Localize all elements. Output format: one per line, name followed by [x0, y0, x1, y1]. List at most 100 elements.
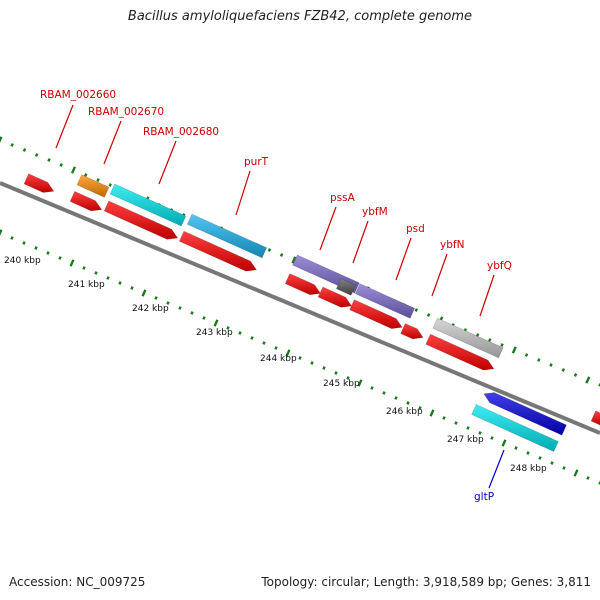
leader-line — [319, 206, 337, 251]
inner-tick-track — [0, 229, 600, 485]
tick-mark — [442, 416, 446, 420]
tick-mark — [154, 296, 158, 300]
tick-mark — [202, 316, 206, 320]
tick-mark — [34, 153, 39, 157]
tick-mark — [500, 343, 504, 347]
tick-mark — [10, 236, 14, 240]
leader-line — [352, 220, 369, 264]
gene-label-ybfM: ybfM — [362, 206, 388, 218]
tick-mark — [382, 391, 386, 395]
tick-mark — [190, 311, 194, 315]
tick-mark — [562, 466, 566, 470]
tick-label: 244 kbp — [260, 354, 297, 364]
tick-mark — [488, 338, 492, 342]
tick-mark — [58, 256, 62, 260]
gene-feature — [103, 200, 179, 240]
tick-mark — [22, 148, 27, 152]
tick-mark — [573, 469, 579, 477]
leader-line — [479, 274, 495, 317]
tick-mark — [118, 281, 122, 285]
tick-mark — [46, 251, 50, 255]
tick-mark — [178, 306, 182, 310]
tick-mark — [238, 331, 242, 335]
tick-mark — [426, 313, 431, 317]
tick-label: 241 kbp — [68, 280, 105, 290]
gene-feature — [590, 410, 600, 426]
leader-line — [395, 237, 412, 281]
tick-mark — [94, 271, 98, 275]
gene-label-pssA: pssA — [330, 192, 356, 204]
gene-feature — [76, 174, 110, 198]
tick-mark — [524, 353, 529, 357]
tick-mark — [250, 336, 254, 340]
gene-label-ybfQ: ybfQ — [487, 260, 512, 272]
map-title: Bacillus amyloliquefaciens FZB42, comple… — [127, 9, 473, 24]
gene-feature — [355, 283, 415, 319]
tick-mark — [511, 346, 517, 354]
gene-feature — [317, 286, 353, 308]
leader-line — [488, 449, 505, 489]
tick-mark — [166, 301, 170, 305]
tick-mark — [573, 373, 578, 377]
tick-label: 248 kbp — [510, 464, 547, 474]
tick-label: 247 kbp — [447, 435, 484, 445]
gene-feature — [425, 333, 495, 371]
tick-mark — [429, 409, 435, 417]
tick-mark — [418, 406, 422, 410]
leader-line — [235, 170, 251, 216]
tick-mark — [0, 229, 3, 237]
gene-feature — [432, 317, 504, 359]
backbone-line — [0, 181, 600, 435]
tick-mark — [598, 481, 600, 485]
tick-mark — [34, 246, 38, 250]
gene-feature — [483, 392, 567, 436]
gene-feature — [336, 278, 356, 296]
tick-mark — [69, 259, 75, 267]
leader-line — [103, 120, 122, 165]
tick-mark — [106, 276, 110, 280]
genome-backbone — [0, 181, 600, 435]
tick-label: 245 kbp — [323, 379, 360, 389]
gene-label-psd: psd — [406, 223, 425, 235]
tick-mark — [394, 396, 398, 400]
tick-mark — [267, 248, 272, 252]
tick-mark — [357, 379, 363, 387]
tick-label: 243 kbp — [196, 328, 233, 338]
tick-mark — [561, 368, 566, 372]
tick-mark — [70, 166, 77, 174]
tick-mark — [501, 439, 507, 447]
tick-mark — [526, 451, 530, 455]
tick-mark — [370, 386, 374, 390]
gene-feature — [69, 191, 103, 212]
tick-mark — [226, 326, 230, 330]
gene-feature — [400, 323, 424, 340]
tick-mark — [279, 253, 284, 257]
tick-mark — [346, 376, 350, 380]
tick-mark — [537, 358, 541, 362]
label-leaders — [55, 104, 505, 489]
tick-mark — [322, 366, 326, 370]
gene-labels: RBAM_002660 RBAM_002670 RBAM_002680 purT pss… — [40, 89, 512, 503]
tick-mark — [414, 308, 419, 312]
gene-feature — [109, 183, 187, 227]
leader-line — [158, 140, 177, 185]
tick-mark — [108, 183, 112, 187]
tick-mark — [22, 241, 26, 245]
tick-mark — [213, 319, 219, 327]
gene-feature — [23, 173, 55, 193]
tick-mark — [406, 401, 410, 405]
tick-mark — [310, 361, 314, 365]
tick-mark — [262, 341, 266, 345]
tick-mark — [454, 421, 458, 425]
gene-feature — [187, 213, 267, 259]
leader-line — [431, 253, 448, 297]
gene-feature — [471, 404, 559, 452]
gene-label-purT: purT — [244, 156, 269, 168]
tick-mark — [130, 286, 134, 290]
tick-mark — [0, 136, 3, 144]
tick-mark — [334, 371, 338, 375]
tick-mark — [10, 143, 14, 147]
feature-track — [23, 173, 600, 452]
accession-text: Accession: NC_009725 — [9, 575, 146, 589]
tick-mark — [59, 163, 63, 167]
